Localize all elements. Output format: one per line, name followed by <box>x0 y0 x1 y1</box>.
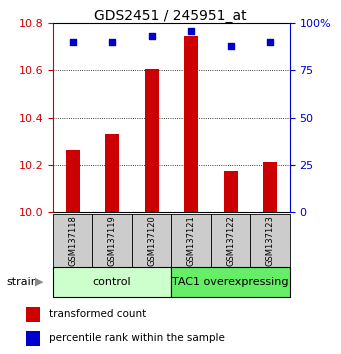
Bar <box>105 134 119 212</box>
Bar <box>184 36 198 212</box>
Bar <box>132 214 171 267</box>
Text: GSM137123: GSM137123 <box>266 215 275 266</box>
Bar <box>263 161 277 212</box>
Bar <box>145 69 159 212</box>
Point <box>109 39 115 45</box>
Text: TAC1 overexpressing: TAC1 overexpressing <box>172 277 289 287</box>
Text: control: control <box>93 277 131 287</box>
Bar <box>250 214 290 267</box>
Bar <box>53 214 92 267</box>
Bar <box>92 214 132 267</box>
Bar <box>171 267 290 297</box>
Point <box>70 39 75 45</box>
Text: GSM137119: GSM137119 <box>108 215 117 266</box>
Bar <box>224 171 238 212</box>
Text: ▶: ▶ <box>35 277 43 287</box>
Text: GDS2451 / 245951_at: GDS2451 / 245951_at <box>94 9 247 23</box>
Text: GSM137118: GSM137118 <box>68 215 77 266</box>
Bar <box>26 331 40 346</box>
Point <box>228 43 233 48</box>
Text: strain: strain <box>7 277 39 287</box>
Text: GSM137122: GSM137122 <box>226 215 235 266</box>
Bar <box>26 307 40 322</box>
Point <box>149 33 154 39</box>
Text: transformed count: transformed count <box>49 309 147 319</box>
Text: GSM137121: GSM137121 <box>187 215 196 266</box>
Bar <box>66 150 79 212</box>
Point <box>188 28 194 33</box>
Bar <box>53 267 171 297</box>
Bar <box>211 214 250 267</box>
Point <box>267 39 273 45</box>
Bar <box>171 214 211 267</box>
Text: GSM137120: GSM137120 <box>147 215 156 266</box>
Text: percentile rank within the sample: percentile rank within the sample <box>49 333 225 343</box>
